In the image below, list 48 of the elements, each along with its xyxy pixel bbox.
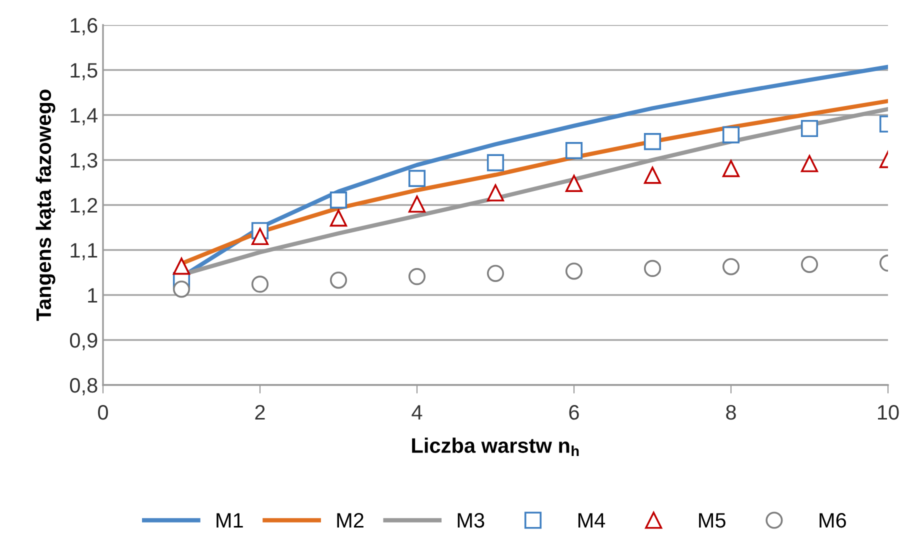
y-tick-label: 1 xyxy=(88,288,98,303)
point xyxy=(486,264,504,282)
y-tick-label: 1,4 xyxy=(70,108,98,126)
point xyxy=(330,272,348,289)
point xyxy=(486,184,504,202)
y-tick-label: 0,8 xyxy=(70,378,98,396)
point xyxy=(644,166,662,184)
point xyxy=(408,268,426,286)
point xyxy=(722,126,740,144)
point xyxy=(172,280,190,298)
x-axis-title: Liczba warstw n$_{h}$ xyxy=(412,438,579,456)
x-tick-label: 10 xyxy=(878,404,899,420)
y-tick-label: 1,6 xyxy=(70,18,98,36)
x-tick-label: 2 xyxy=(255,404,265,420)
point xyxy=(251,276,269,293)
legend-label: M5 xyxy=(699,513,726,528)
legend-label: M2 xyxy=(337,512,364,528)
legend-label: M1 xyxy=(216,513,243,528)
y-tick-label: 0,9 xyxy=(70,333,98,350)
point xyxy=(644,260,662,277)
point xyxy=(172,258,190,275)
x-tick-label: 4 xyxy=(412,405,422,420)
point xyxy=(722,258,740,276)
point xyxy=(486,154,504,172)
y-tick-label: 1,1 xyxy=(70,243,98,260)
point xyxy=(565,262,583,280)
x-tick-label: 0 xyxy=(98,404,108,420)
point xyxy=(800,256,818,273)
x-tick-label: 6 xyxy=(569,404,579,420)
point xyxy=(330,192,348,209)
point xyxy=(251,228,269,246)
point xyxy=(565,174,583,192)
y-tick-label: 1,2 xyxy=(70,198,98,216)
point xyxy=(565,142,583,160)
point xyxy=(330,210,348,227)
point xyxy=(722,160,740,178)
legend-label: M4 xyxy=(578,513,606,528)
y-axis-title: Tangens kąta fazowego xyxy=(36,90,56,321)
y-tick-label: 1,3 xyxy=(70,153,98,170)
point xyxy=(408,170,426,187)
point xyxy=(408,196,426,213)
y-tick-label: 1,5 xyxy=(70,63,98,80)
x-tick-label: 8 xyxy=(726,404,736,420)
point xyxy=(644,133,662,150)
point xyxy=(800,155,818,172)
legend-label: M3 xyxy=(458,512,484,528)
point xyxy=(800,120,818,138)
legend-label: M6 xyxy=(820,512,846,528)
